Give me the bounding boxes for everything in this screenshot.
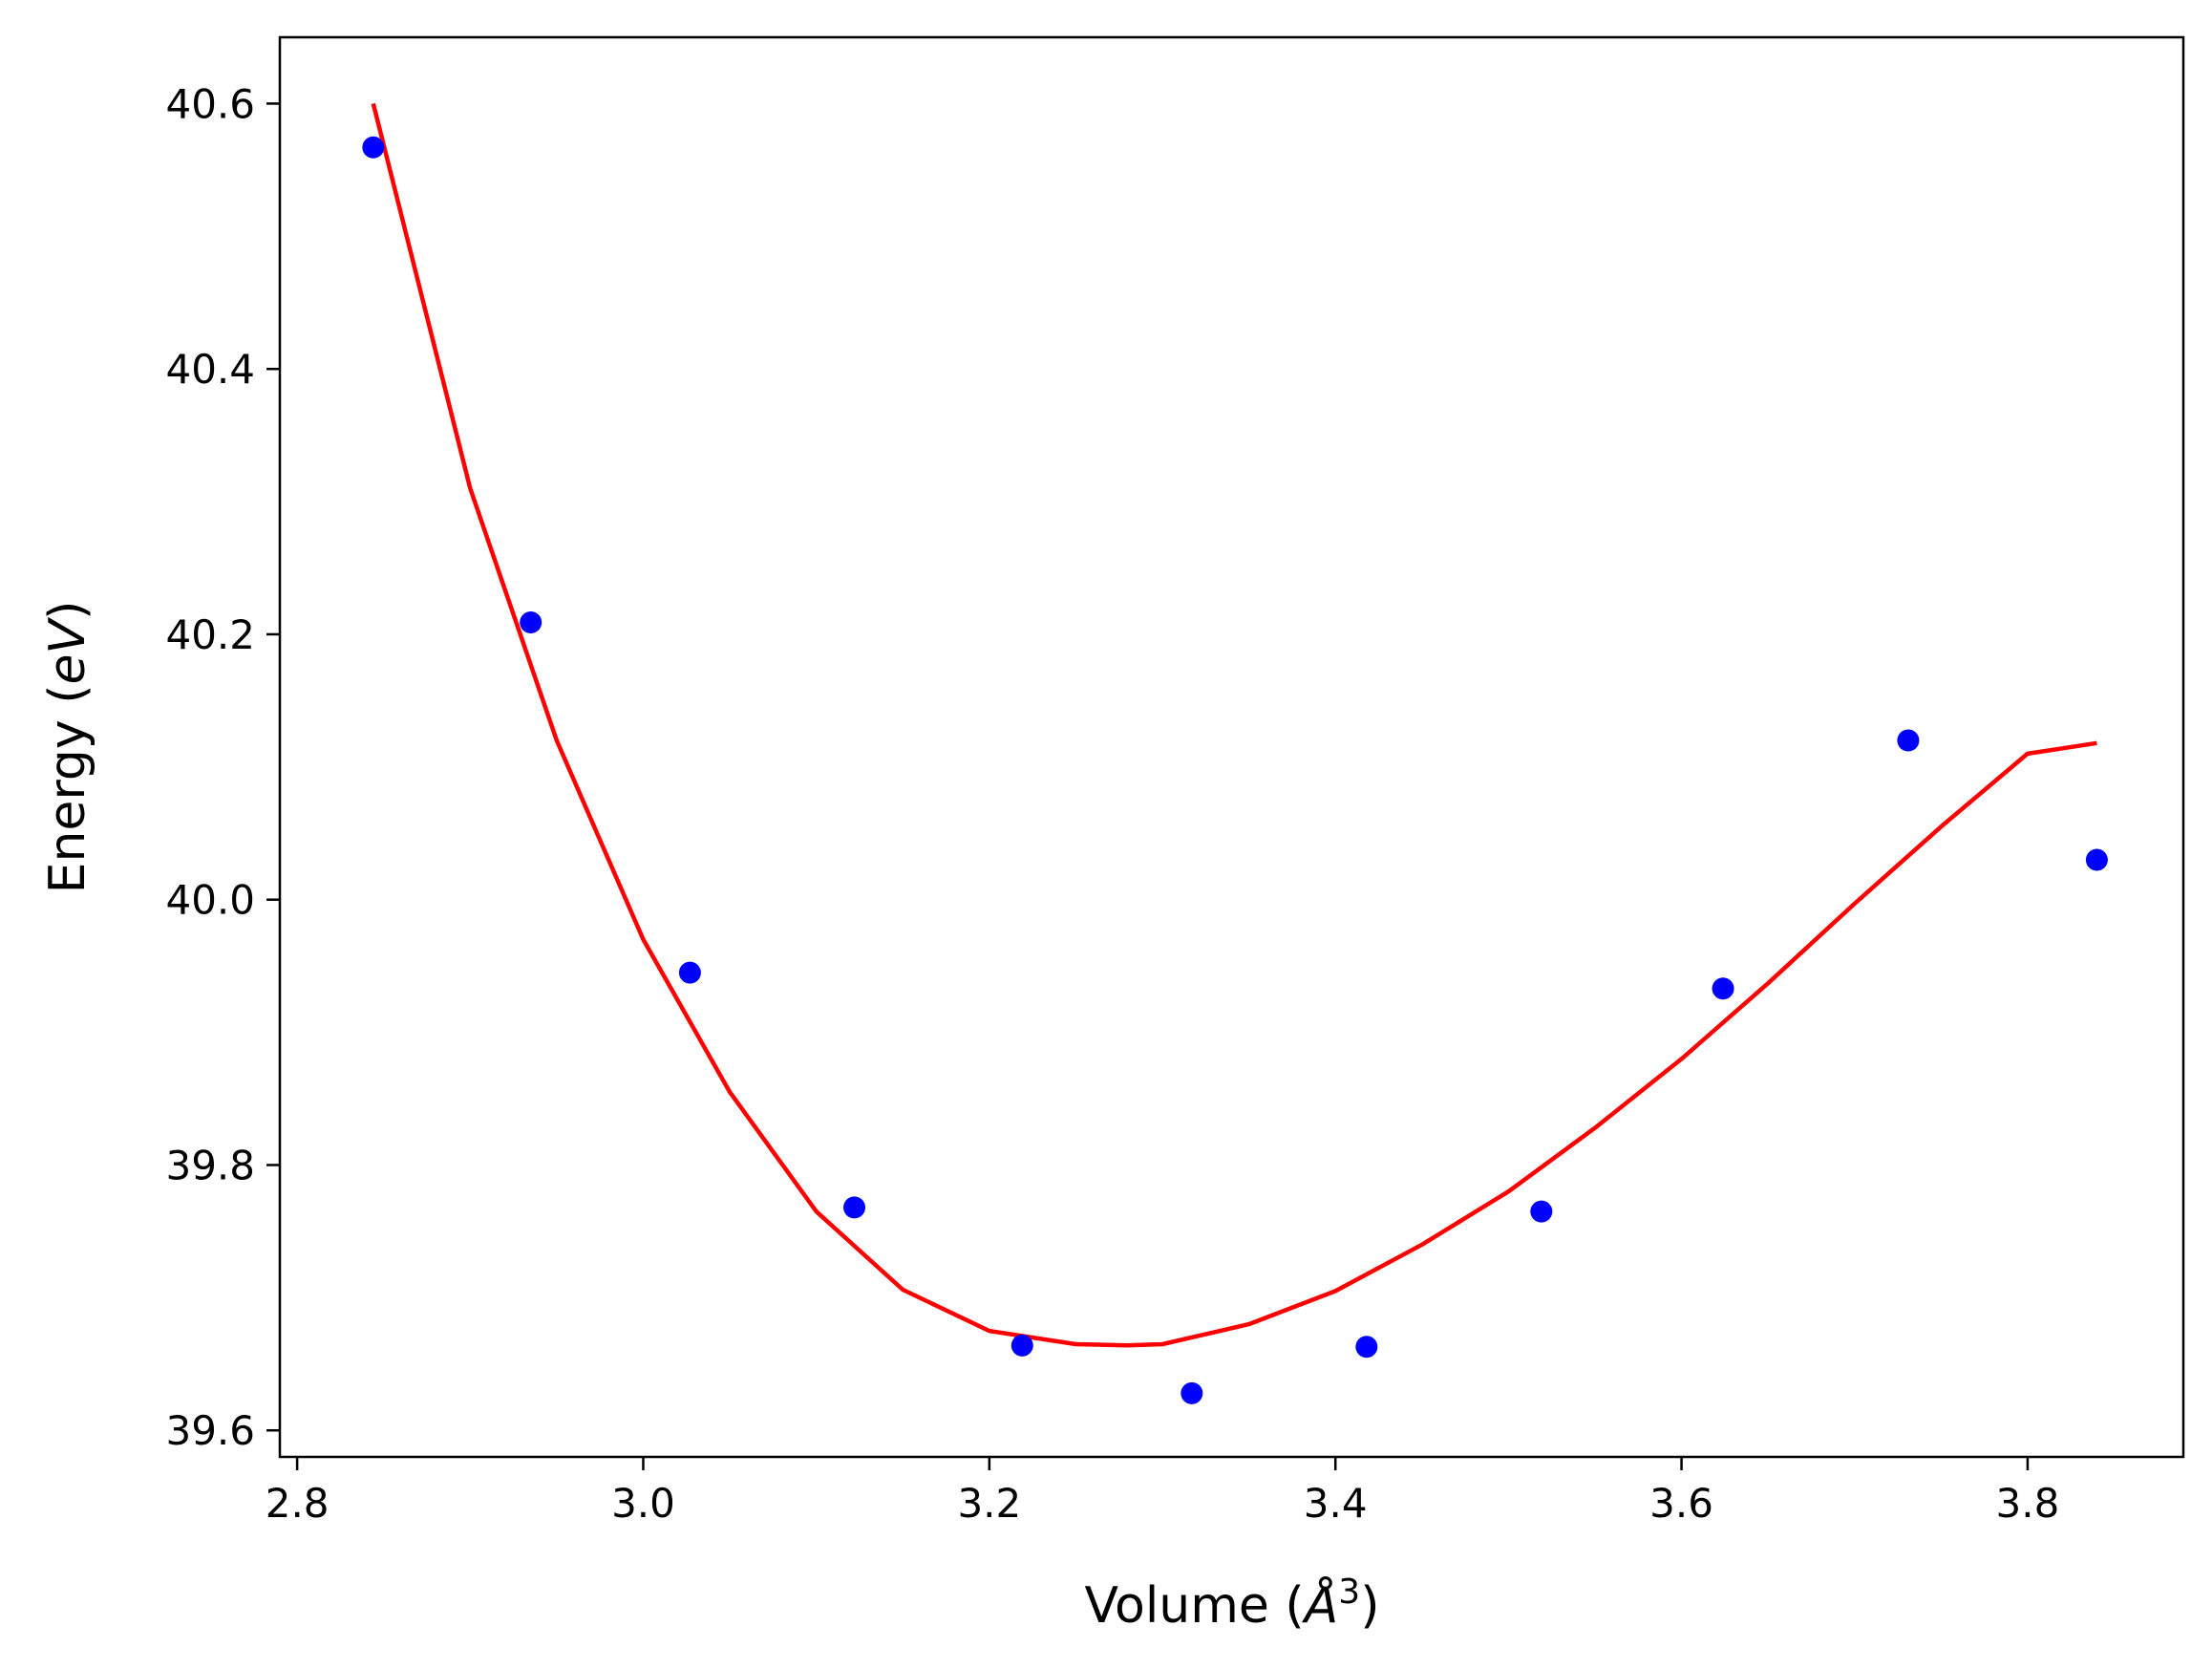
x-tick-label: 3.2 — [957, 1480, 1021, 1527]
x-tick-label: 2.8 — [266, 1480, 330, 1527]
y-tick-label: 40.2 — [165, 611, 255, 658]
data-point — [678, 961, 701, 984]
fit-curve-line — [371, 102, 2097, 1348]
y-tick-label: 40.4 — [165, 346, 255, 393]
y-tick-label: 39.6 — [165, 1407, 255, 1454]
data-point — [520, 610, 542, 633]
data-point — [1010, 1334, 1033, 1357]
x-tick-label: 3.8 — [1996, 1480, 2060, 1527]
plot-area — [278, 35, 2185, 1459]
x-axis: 2.8 3.0 3.2 3.4 3.6 3.8 — [266, 1457, 2060, 1527]
data-point — [1180, 1381, 1203, 1404]
x-axis-label: Volume (Å3) — [1085, 1573, 1380, 1635]
data-point — [2085, 848, 2108, 871]
data-point — [1355, 1336, 1378, 1359]
x-tick-label: 3.4 — [1304, 1480, 1368, 1527]
y-tick-label: 40.0 — [165, 877, 255, 924]
series-layer — [362, 102, 2108, 1404]
x-tick-label: 3.6 — [1649, 1480, 1713, 1527]
data-point — [1530, 1200, 1553, 1223]
y-tick-label: 40.6 — [165, 80, 255, 127]
x-tick-label: 3.0 — [611, 1480, 675, 1527]
data-point — [362, 136, 385, 159]
data-point — [843, 1196, 866, 1219]
y-axis-label: Energy (eV) — [39, 601, 96, 894]
data-point — [1712, 977, 1734, 1000]
data-point — [1897, 729, 1920, 752]
y-tick-label: 39.8 — [165, 1142, 255, 1188]
y-axis: 39.6 39.8 40.0 40.2 40.4 40.6 — [165, 80, 280, 1454]
